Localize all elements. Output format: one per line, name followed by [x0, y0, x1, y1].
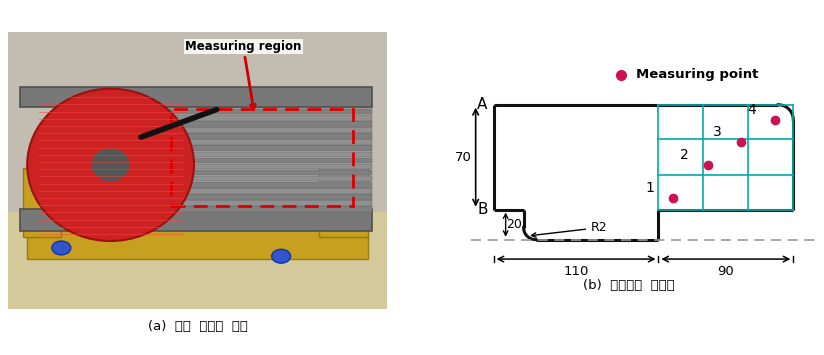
Text: 70: 70 [455, 151, 472, 164]
Bar [160, 170, 372, 175]
Bar [160, 206, 372, 212]
Text: 90: 90 [718, 265, 734, 278]
Bar [160, 121, 372, 127]
Bar [319, 168, 368, 237]
Bar [160, 133, 372, 139]
Circle shape [272, 249, 291, 263]
Bar [160, 176, 372, 181]
Bar [20, 87, 372, 107]
Ellipse shape [27, 89, 194, 241]
Text: 4: 4 [747, 103, 756, 117]
Text: 110: 110 [564, 265, 588, 278]
Bar [160, 103, 372, 108]
Bar [160, 164, 372, 169]
Bar [160, 182, 372, 187]
Ellipse shape [37, 231, 359, 253]
Text: (a)  단상  변압기  모델: (a) 단상 변압기 모델 [147, 320, 248, 333]
Text: Measuring point: Measuring point [636, 68, 758, 81]
Text: Measuring region: Measuring region [185, 40, 302, 109]
Bar [160, 152, 372, 157]
Bar [160, 188, 372, 194]
Text: A: A [477, 97, 488, 112]
Text: 1: 1 [645, 181, 654, 195]
Circle shape [52, 241, 71, 255]
Ellipse shape [91, 148, 129, 181]
Bar [160, 200, 372, 206]
Text: 3: 3 [713, 125, 721, 139]
Text: R2: R2 [531, 221, 607, 237]
Text: 2: 2 [680, 148, 688, 162]
Bar [160, 115, 372, 121]
Bar [160, 146, 372, 151]
Bar [160, 158, 372, 163]
Bar [8, 212, 387, 309]
Text: B: B [477, 202, 488, 217]
Bar [23, 168, 61, 237]
Text: 20: 20 [506, 218, 522, 231]
Bar [160, 109, 372, 114]
Bar [160, 127, 372, 133]
Bar [160, 140, 372, 145]
Text: (b)  자속밀도  측정점: (b) 자속밀도 측정점 [583, 279, 674, 291]
Bar [20, 209, 372, 231]
Bar [160, 194, 372, 200]
Polygon shape [27, 226, 368, 259]
